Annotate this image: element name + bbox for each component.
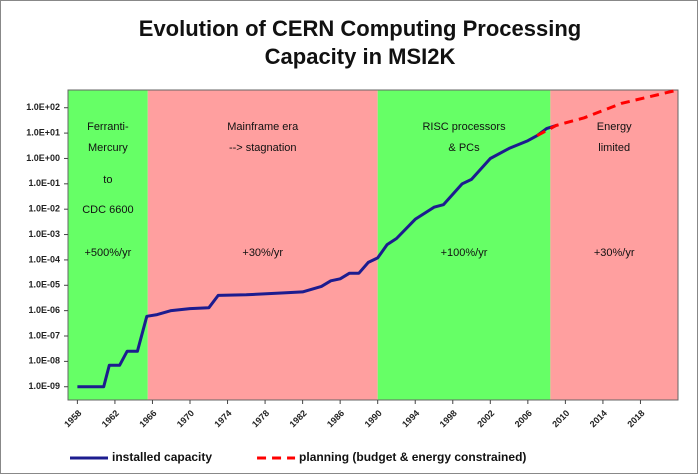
y-tick-label: 1.0E-07 bbox=[28, 330, 60, 340]
era-label: Mercury bbox=[88, 142, 128, 154]
y-tick-label: 1.0E+00 bbox=[26, 153, 60, 163]
era-rate: +30%/yr bbox=[242, 247, 283, 259]
y-tick-label: 1.0E-04 bbox=[28, 254, 60, 264]
y-tick-label: 1.0E+02 bbox=[26, 102, 60, 112]
series-line bbox=[536, 88, 677, 137]
legend-label: planning (budget & energy constrained) bbox=[299, 450, 526, 464]
era-band bbox=[377, 90, 551, 400]
era-label: Energy bbox=[597, 121, 632, 133]
chart-title: Capacity in MSI2K bbox=[265, 44, 456, 69]
y-tick-label: 1.0E-03 bbox=[28, 229, 60, 239]
chart-title: Evolution of CERN Computing Processing bbox=[139, 16, 581, 41]
era-label: Ferranti- bbox=[87, 121, 129, 133]
era-rate: +500%/yr bbox=[84, 247, 131, 259]
series-line bbox=[77, 124, 557, 389]
era-label: RISC processors bbox=[422, 121, 506, 133]
era-rate: +30%/yr bbox=[594, 247, 635, 259]
era-band bbox=[550, 90, 678, 400]
era-label: CDC 6600 bbox=[82, 204, 133, 216]
era-label: Mainframe era bbox=[227, 121, 299, 133]
y-tick-label: 1.0E-01 bbox=[28, 178, 60, 188]
y-tick-label: 1.0E+01 bbox=[26, 127, 60, 137]
plot-frame bbox=[67, 89, 679, 401]
era-band bbox=[68, 90, 148, 400]
era-label: --> stagnation bbox=[229, 142, 297, 154]
y-tick-label: 1.0E-02 bbox=[28, 204, 60, 214]
y-tick-label: 1.0E-05 bbox=[28, 280, 60, 290]
era-band bbox=[147, 90, 378, 400]
legend-label: installed capacity bbox=[112, 450, 212, 464]
y-tick-label: 1.0E-09 bbox=[28, 381, 60, 391]
era-label: to bbox=[103, 174, 112, 186]
era-rate: +100%/yr bbox=[441, 247, 488, 259]
y-tick-label: 1.0E-06 bbox=[28, 305, 60, 315]
y-tick-label: 1.0E-08 bbox=[28, 356, 60, 366]
era-label: limited bbox=[598, 142, 630, 154]
era-label: & PCs bbox=[448, 142, 480, 154]
